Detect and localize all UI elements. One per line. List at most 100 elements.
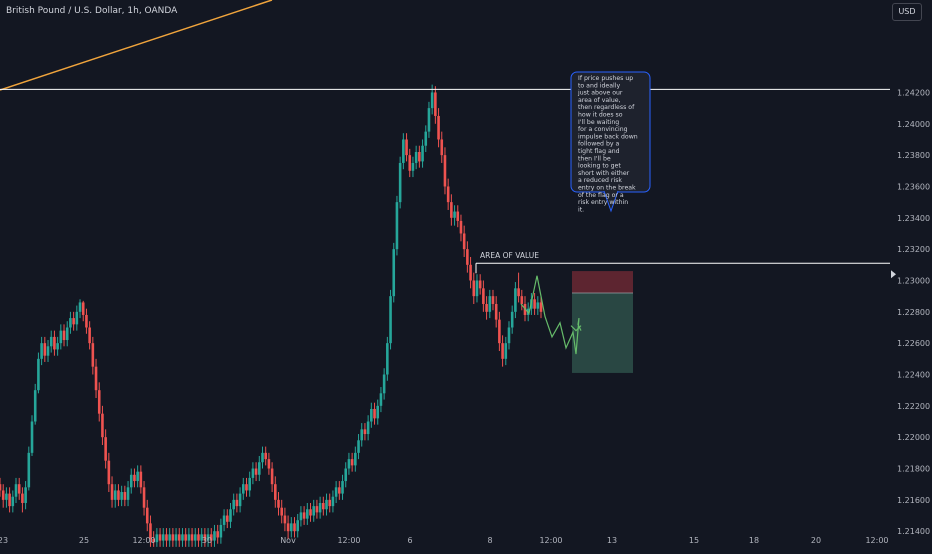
candle-body xyxy=(411,162,415,171)
candle-body xyxy=(334,487,338,497)
price-tick-label: 1.23800 xyxy=(897,151,930,160)
candle-body xyxy=(190,534,194,541)
candle-body xyxy=(56,343,59,350)
candle-body xyxy=(408,155,412,171)
candle-body xyxy=(104,437,107,461)
candle-body xyxy=(283,515,287,524)
candle-body xyxy=(254,468,258,475)
candle-body xyxy=(152,539,155,543)
candle-body xyxy=(11,496,15,507)
candle-body xyxy=(341,481,344,494)
projected-path[interactable] xyxy=(520,275,582,355)
candle-body xyxy=(110,484,114,500)
candle-body xyxy=(235,499,239,507)
candle-body xyxy=(158,534,162,541)
candle-body xyxy=(315,506,319,513)
time-tick-label: 8 xyxy=(487,536,492,545)
candle-body xyxy=(216,531,219,538)
candle-body xyxy=(174,534,178,541)
currency-button[interactable]: USD xyxy=(892,3,922,21)
candle-body xyxy=(78,302,82,312)
candle-body xyxy=(222,515,226,525)
candle-body xyxy=(389,296,392,344)
candle-body xyxy=(126,487,130,500)
candle-body xyxy=(209,534,213,541)
candle-body xyxy=(299,512,303,521)
annotation-callout[interactable]: If price pushes up to and ideally just abo… xyxy=(570,71,651,213)
candle-body xyxy=(62,330,66,341)
candle-body xyxy=(168,534,171,541)
time-tick-label: 25 xyxy=(79,536,89,545)
candle-body xyxy=(414,151,418,163)
candle-body xyxy=(498,319,501,344)
candle-body xyxy=(75,311,79,325)
candle-body xyxy=(405,139,408,156)
candle-body xyxy=(427,108,431,132)
candle-body xyxy=(325,499,328,510)
price-tick-label: 1.24000 xyxy=(897,120,930,129)
candle-body xyxy=(219,524,223,538)
candle-body xyxy=(274,484,277,500)
candle-body xyxy=(424,131,428,146)
candle-body xyxy=(200,534,203,541)
candle-body xyxy=(494,303,498,320)
trendline[interactable] xyxy=(0,0,273,91)
candle-body xyxy=(139,471,143,488)
candle-body xyxy=(14,484,18,497)
price-tick-label: 1.22000 xyxy=(897,433,930,442)
candle-body xyxy=(91,343,95,367)
candle-body xyxy=(475,280,479,297)
candle-body xyxy=(261,452,264,463)
candle-body xyxy=(322,502,325,510)
annotation-pointer xyxy=(603,190,619,213)
candle-body xyxy=(193,534,197,541)
candle-body xyxy=(504,343,508,359)
area-of-value-label: AREA OF VALUE xyxy=(480,251,539,260)
candle-body xyxy=(267,459,271,469)
price-marker-icon xyxy=(891,270,896,279)
candle-body xyxy=(373,408,376,419)
candle-body xyxy=(225,515,229,522)
candle-body xyxy=(430,92,434,109)
candle-body xyxy=(257,462,261,475)
time-tick-label: 12:00 xyxy=(337,536,360,545)
price-tick-label: 1.23600 xyxy=(897,182,930,191)
candle-body xyxy=(123,492,127,500)
candle-body xyxy=(366,421,370,435)
candle-body xyxy=(94,366,98,391)
candle-body xyxy=(293,523,296,532)
candle-body xyxy=(280,507,284,516)
candle-body xyxy=(181,534,184,541)
candle-body xyxy=(101,413,104,438)
candle-body xyxy=(382,374,386,394)
candle-body xyxy=(238,493,242,507)
candle-body xyxy=(469,264,472,281)
candle-body xyxy=(510,311,514,328)
candle-body xyxy=(270,468,274,485)
stop-loss-zone[interactable] xyxy=(572,271,633,294)
candle-body xyxy=(386,343,389,375)
candle-body xyxy=(81,302,85,315)
candle-body xyxy=(85,314,88,328)
candle-body xyxy=(501,343,504,359)
candle-body xyxy=(456,211,460,221)
candle-body xyxy=(466,249,469,265)
candle-body xyxy=(446,186,450,203)
annotation-text: If price pushes up to and ideally just abo… xyxy=(577,75,638,213)
candle-body xyxy=(203,534,207,541)
candle-body xyxy=(482,288,485,304)
candle-body xyxy=(43,343,47,356)
candle-body xyxy=(514,288,517,312)
price-tick-label: 1.22800 xyxy=(897,308,930,317)
candle-body xyxy=(350,459,354,466)
time-tick-label: 12:00 xyxy=(865,536,888,545)
take-profit-zone[interactable] xyxy=(572,293,633,373)
candle-body xyxy=(395,202,399,250)
candle-body xyxy=(248,477,251,491)
candle-body xyxy=(97,390,101,414)
candle-body xyxy=(206,534,210,541)
candle-body xyxy=(277,499,280,508)
price-tick-label: 1.21600 xyxy=(897,496,930,505)
candle-body xyxy=(136,471,139,482)
